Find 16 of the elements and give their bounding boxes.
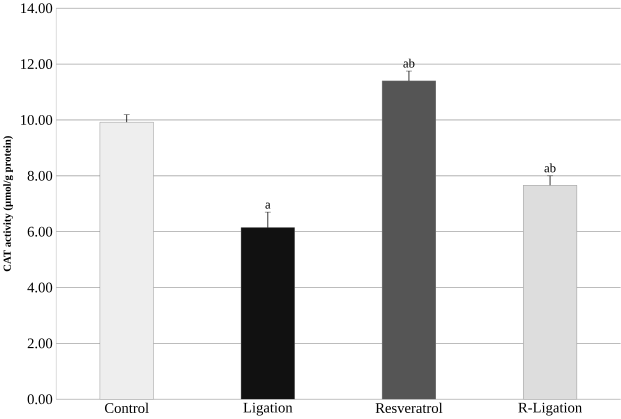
y-tick-label: 4.00 (27, 282, 52, 293)
x-tick-label: Control (104, 402, 149, 414)
x-tick-label: R-Ligation (518, 402, 582, 416)
y-tick-label: 10.00 (21, 115, 52, 126)
y-tick-label: 6.00 (28, 226, 52, 237)
x-tick-label: Ligation (243, 402, 292, 416)
y-tick-label: 2.00 (28, 338, 52, 348)
y-axis-title: CAT activity (µmol/g protein) (3, 136, 14, 272)
y-tick-label: 8.00 (28, 170, 52, 181)
annotation: ab (544, 164, 556, 172)
x-tick-label: Resveratrol (376, 402, 442, 414)
y-tick-label: 14.00 (21, 3, 52, 14)
annotation: a (265, 202, 270, 209)
y-tick-label: 12.00 (21, 59, 52, 70)
annotation: ab (403, 58, 414, 68)
y-tick-label: 0.00 (28, 394, 52, 404)
